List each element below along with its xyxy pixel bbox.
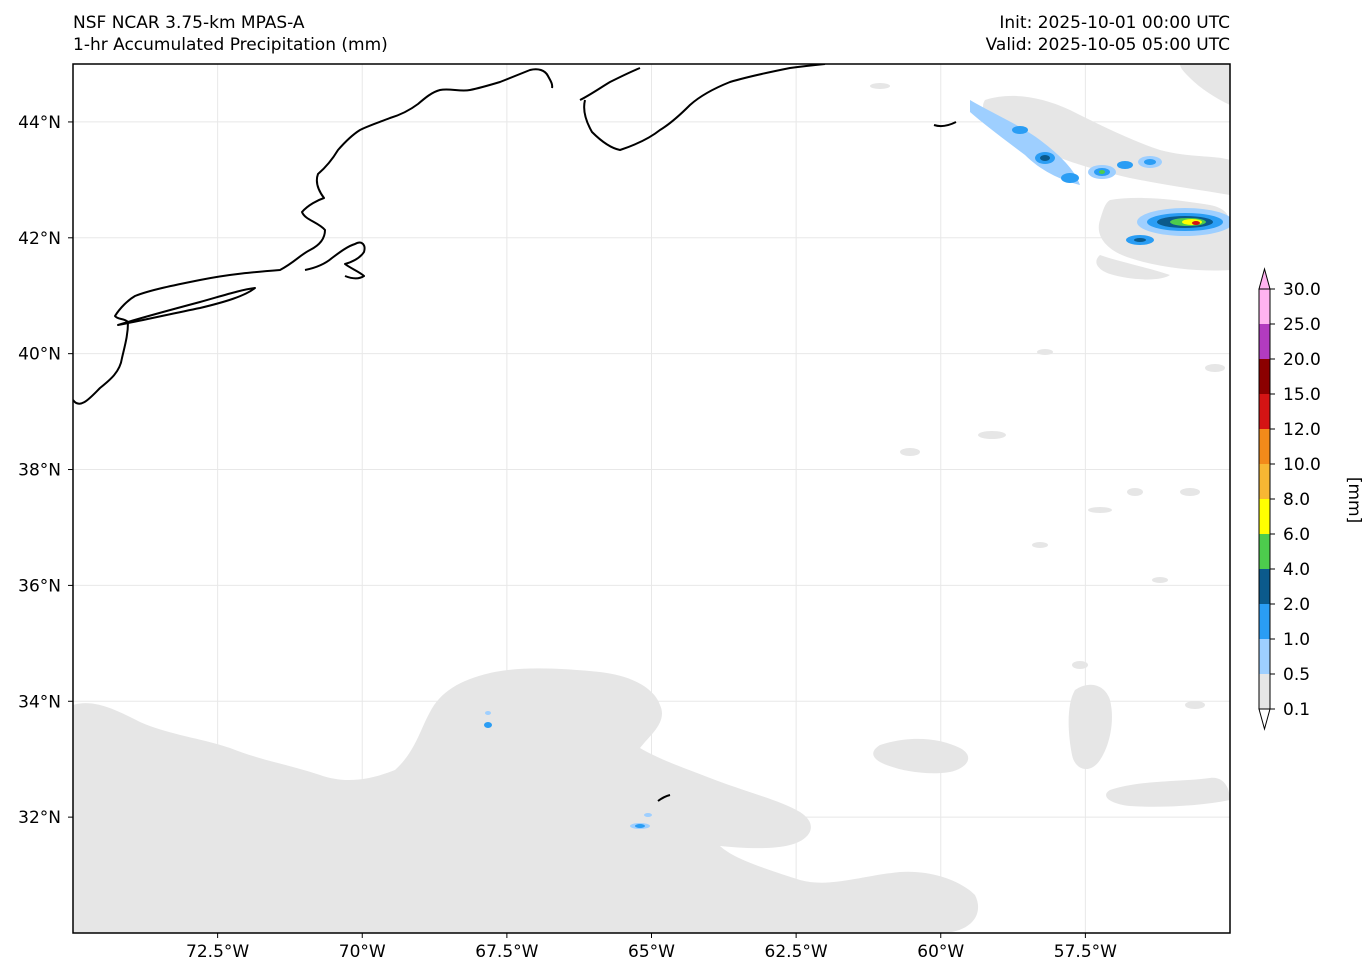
field-title: 1-hr Accumulated Precipitation (mm) <box>73 35 388 55</box>
colorbar-tick-label: 1.0 <box>1283 630 1310 650</box>
coastline-nova-scotia <box>579 64 826 151</box>
colorbar-tick-label: 12.0 <box>1283 420 1321 440</box>
precip-cell <box>485 711 491 715</box>
coastline-new-england <box>73 68 554 405</box>
colorbar-tick-label: 30.0 <box>1283 280 1321 300</box>
precip-speck <box>1127 488 1143 496</box>
precip-speck <box>1037 349 1053 355</box>
chart-title-left: NSF NCAR 3.75-km MPAS-A 1-hr Accumulated… <box>73 12 388 56</box>
colorbar-segment <box>1259 429 1270 464</box>
colorbar-tick-label: 0.1 <box>1283 700 1310 720</box>
precip-area-ne-3 <box>1096 255 1170 280</box>
lon-tick-label: 60°W <box>917 942 964 962</box>
lon-tick-label: 62.5°W <box>765 942 828 962</box>
coastlines <box>73 64 957 802</box>
colorbar-segment <box>1259 359 1270 394</box>
precip-speck <box>978 431 1006 439</box>
precip-cell <box>635 824 645 828</box>
precip-speck <box>1088 507 1112 513</box>
precip-area-ne <box>983 95 1230 195</box>
precip-area-south <box>73 668 979 933</box>
lat-tick-label: 34°N <box>18 692 61 712</box>
longitude-ticks: 72.5°W 70°W 67.5°W 65°W 62.5°W 60°W 57.5°W <box>186 933 1117 962</box>
coastline-cape-cod <box>304 241 366 280</box>
precip-cell <box>1099 170 1105 174</box>
colorbar-tick-label: 25.0 <box>1283 315 1321 335</box>
colorbar-tick-label: 10.0 <box>1283 455 1321 475</box>
precip-cell <box>1192 221 1200 225</box>
precip-speck <box>948 900 972 910</box>
precip-cell <box>1144 159 1156 165</box>
precip-area-east-bottom <box>1106 777 1230 807</box>
colorbar-extend-max <box>1258 267 1271 290</box>
lat-tick-label: 36°N <box>18 576 61 596</box>
init-time: Init: 2025-10-01 00:00 UTC <box>999 13 1230 33</box>
lat-tick-label: 44°N <box>18 113 61 133</box>
lon-tick-label: 57.5°W <box>1054 942 1117 962</box>
precip-speck <box>1032 542 1048 548</box>
precip-cell <box>1117 161 1133 169</box>
colorbar-segment <box>1259 534 1270 569</box>
precip-speck <box>1180 488 1200 496</box>
lat-tick-label: 40°N <box>18 345 61 365</box>
colorbar: 0.1 0.5 1.0 2.0 4.0 6.0 8.0 10.0 12.0 15.0 20.0 25.… <box>1258 267 1321 731</box>
colorbar-unit-label: [mm] <box>1344 477 1364 523</box>
colorbar-segment <box>1259 639 1270 674</box>
colorbar-tick-label: 0.5 <box>1283 665 1310 685</box>
precip-speck <box>870 83 890 89</box>
colorbar-segment <box>1259 289 1270 324</box>
precip-cell <box>1134 238 1146 242</box>
colorbar-tick-label: 15.0 <box>1283 385 1321 405</box>
heavy-precip-cells <box>484 100 1230 829</box>
colorbar-tick-label: 2.0 <box>1283 595 1310 615</box>
colorbar-segment <box>1259 464 1270 499</box>
precip-cell <box>1040 155 1050 161</box>
precip-area-ne-top <box>1180 64 1230 105</box>
model-title: NSF NCAR 3.75-km MPAS-A <box>73 13 305 33</box>
precip-area-south-mid <box>403 785 553 869</box>
precip-cell <box>1012 126 1028 134</box>
light-precip-areas <box>73 64 1230 933</box>
colorbar-segment <box>1259 324 1270 359</box>
lon-tick-label: 70°W <box>339 942 386 962</box>
colorbar-segment <box>1259 674 1270 709</box>
colorbar-segment <box>1259 569 1270 604</box>
colorbar-tick-label: 6.0 <box>1283 525 1310 545</box>
lat-tick-label: 38°N <box>18 461 61 481</box>
coastline-bermuda <box>657 794 671 802</box>
colorbar-tick-label: 20.0 <box>1283 350 1321 370</box>
latitude-ticks: 44°N 42°N 40°N 38°N 36°N 34°N 32°N <box>18 113 73 828</box>
precip-area-east-band <box>1068 684 1112 770</box>
valid-time: Valid: 2025-10-05 05:00 UTC <box>985 35 1230 55</box>
colorbar-segment <box>1259 499 1270 534</box>
lon-tick-label: 65°W <box>628 942 675 962</box>
precip-speck <box>1152 577 1168 583</box>
lon-tick-label: 67.5°W <box>475 942 538 962</box>
lon-tick-label: 72.5°W <box>186 942 249 962</box>
precip-cell <box>484 722 492 728</box>
colorbar-segment <box>1259 604 1270 639</box>
precip-speck <box>1185 701 1205 709</box>
coastline-sable-island <box>933 121 957 127</box>
lat-tick-label: 42°N <box>18 229 61 249</box>
precip-cell <box>1061 173 1079 183</box>
lat-tick-label: 32°N <box>18 808 61 828</box>
chart-title-right: Init: 2025-10-01 00:00 UTC Valid: 2025-1… <box>986 12 1230 56</box>
precip-area-southeast <box>873 738 969 774</box>
coastline-long-island <box>117 287 256 326</box>
precip-speck <box>1072 661 1088 669</box>
colorbar-tick-label: 8.0 <box>1283 490 1310 510</box>
precip-band-ne <box>970 100 1080 185</box>
precip-cell <box>644 813 652 817</box>
precip-speck <box>1205 364 1225 372</box>
colorbar-segment <box>1259 394 1270 429</box>
precip-speck <box>900 448 920 456</box>
colorbar-extend-min <box>1258 708 1271 731</box>
colorbar-tick-label: 4.0 <box>1283 560 1310 580</box>
